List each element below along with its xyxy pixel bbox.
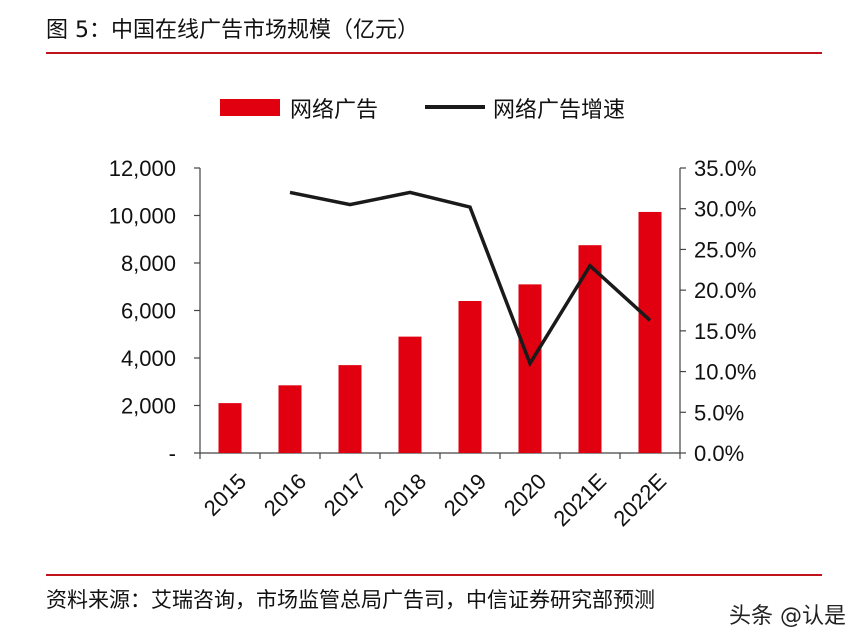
left-tick-label: - [169,441,176,466]
left-tick-label: 2,000 [121,394,176,419]
right-tick-label: 20.0% [694,278,756,303]
right-tick-label: 0.0% [694,441,744,466]
right-tick-label: 35.0% [694,156,756,181]
legend-label-bar: 网络广告 [290,98,378,123]
left-tick-label: 10,000 [109,204,176,229]
legend-bar-swatch [220,99,280,116]
left-tick-label: 8,000 [121,251,176,276]
left-tick-label: 4,000 [121,346,176,371]
x-tick-label: 2017 [319,469,371,521]
x-tick-label: 2019 [439,469,491,521]
axes [194,167,686,459]
watermark: 头条 @认是 [729,604,846,629]
bottom-rule [46,574,822,576]
bar-2021E [578,245,602,453]
legend: 网络广告 网络广告增速 [220,98,625,123]
chart-title: 图 5：中国在线广告市场规模（亿元） [46,18,419,43]
line-series [289,190,652,368]
bar-2020 [518,284,542,453]
bar-2017 [338,365,362,453]
right-tick-label: 10.0% [694,360,756,385]
x-tick-label: 2018 [379,469,431,521]
legend-label-line: 网络广告增速 [493,98,625,123]
left-tick-label: 12,000 [109,156,176,181]
right-tick-label: 25.0% [694,237,756,262]
bar-2022E [638,211,662,453]
x-tick-label: 2022E [609,469,672,532]
bar-2018 [398,336,422,453]
bar-2015 [218,403,242,453]
x-tick-label: 2020 [499,469,551,521]
bar-series [218,211,662,453]
top-rule [46,52,822,54]
left-tick-label: 6,000 [121,299,176,324]
source-note: 资料来源：艾瑞咨询，市场监管总局广告司，中信证券研究部预测 [46,588,655,612]
x-tick-label: 2021E [549,469,612,532]
chart-canvas: 网络广告 网络广告增速 - 2,000 4,000 6,000 8,000 10,000 12… [109,98,757,532]
right-tick-label: 5.0% [694,400,744,425]
right-tick-label: 30.0% [694,197,756,222]
bar-2016 [278,385,302,453]
bar-2019 [458,301,482,453]
x-tick-label: 2016 [259,469,311,521]
right-tick-label: 15.0% [694,319,756,344]
x-tick-label: 2015 [199,469,251,521]
